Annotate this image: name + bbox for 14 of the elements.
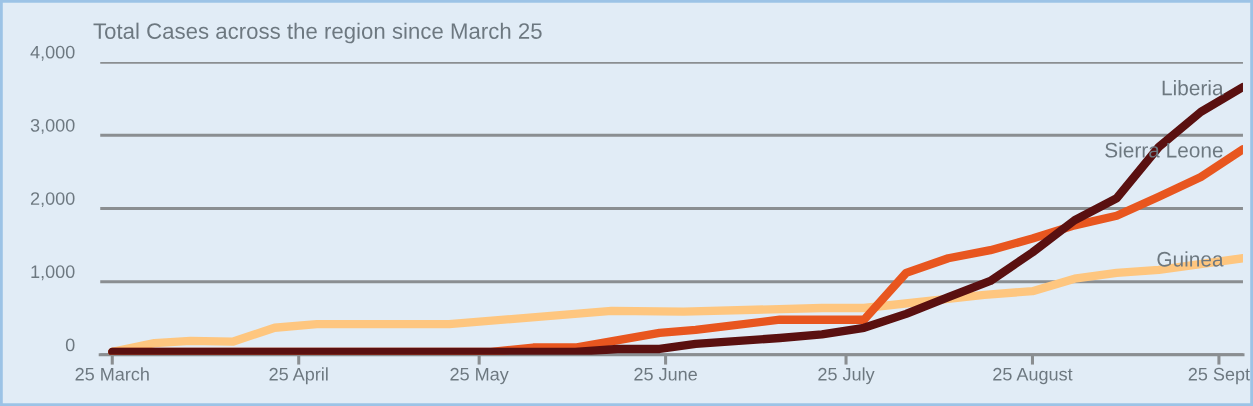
x-tick-label: 25 May [450, 367, 509, 385]
y-tick-label: 0 [65, 338, 75, 352]
y-tick-label: 2,000 [30, 192, 75, 208]
x-tick-label: 25 March [75, 367, 149, 381]
x-tick-label: 25 April [269, 367, 328, 385]
y-tick-label: 3,000 [30, 118, 75, 134]
x-tick-label: 25 July [818, 367, 875, 385]
x-tick-label: 25 June [634, 367, 697, 381]
y-tick-label: 4,000 [30, 45, 75, 61]
chart-title: Total Cases across the region since March 25 [93, 22, 542, 44]
series-label: Liberia [1162, 80, 1224, 96]
x-tick-label: 25 Sept [1188, 367, 1250, 385]
y-tick-label: 1,000 [31, 265, 75, 281]
x-tick-label: 25 August [993, 367, 1073, 385]
